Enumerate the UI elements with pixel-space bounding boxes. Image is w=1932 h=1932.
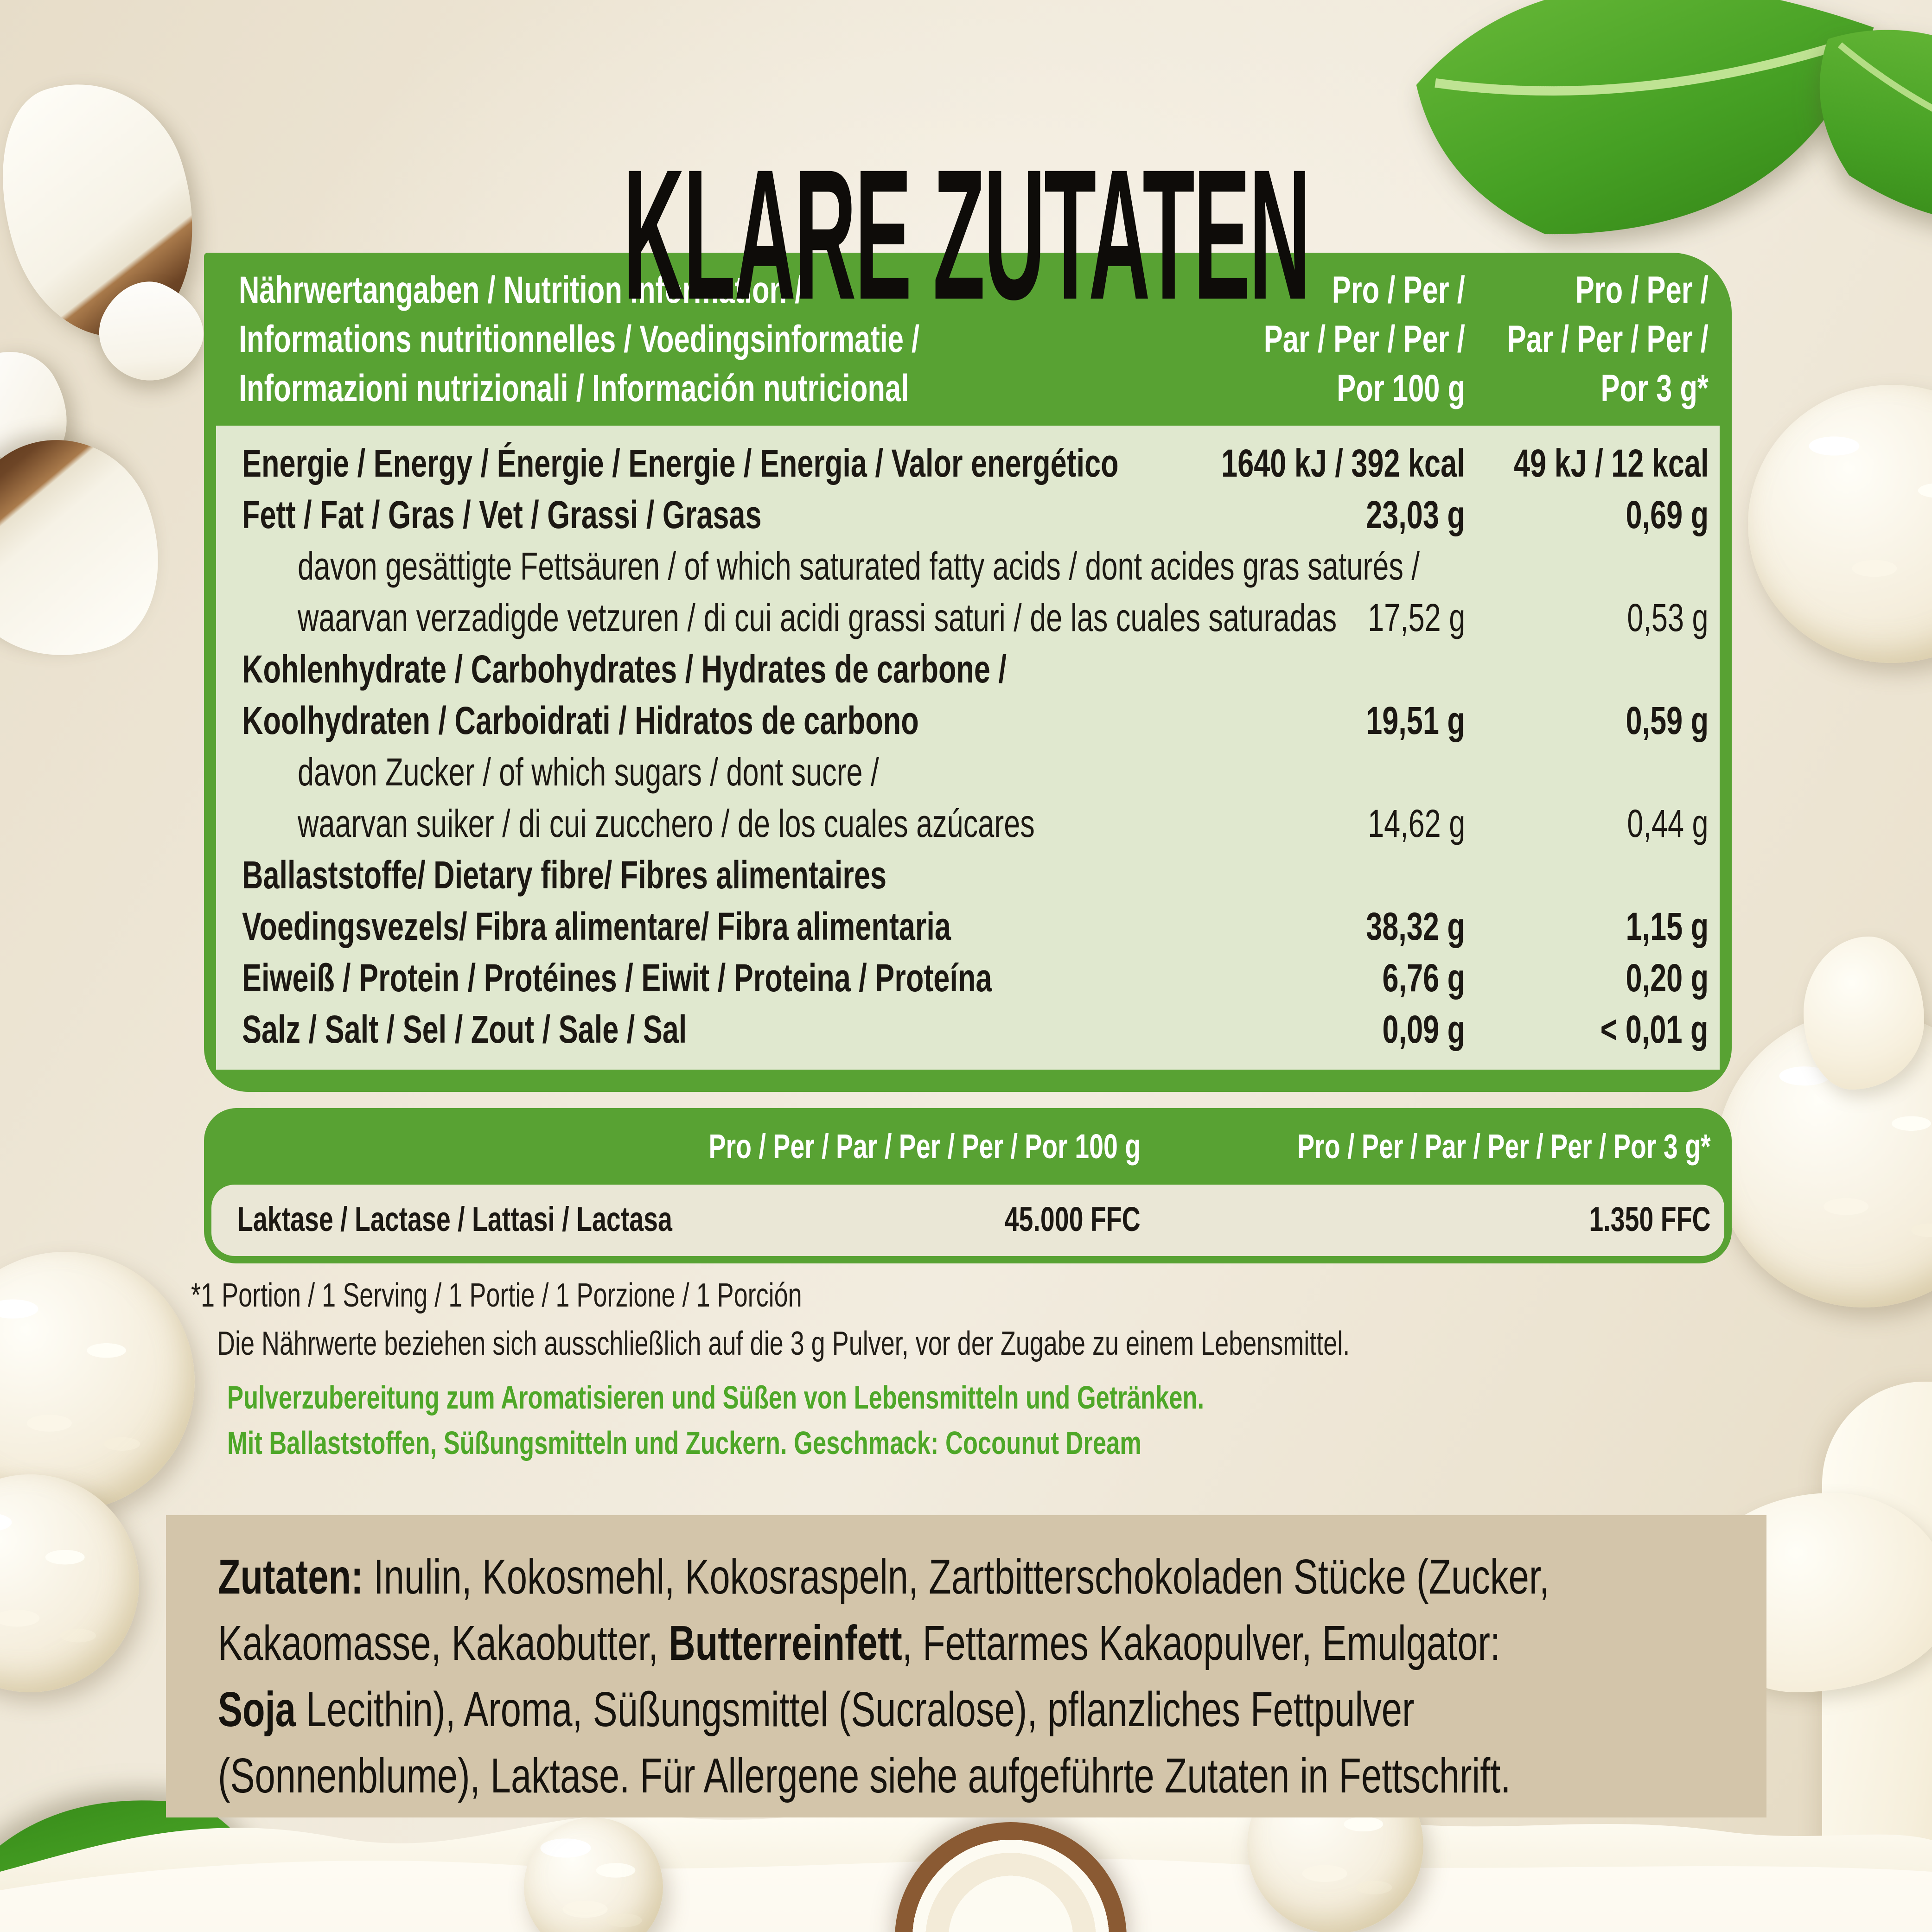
lactase-column-header-per-3g: Pro / Per / Par / Per / Per / Por 3 g*	[1297, 1127, 1711, 1166]
nutrition-header-bar: Nährwertangaben / Nutrition information …	[204, 253, 1732, 426]
value-per-3g: 49 kJ / 12 kcal	[1513, 441, 1709, 485]
nutrient-label: davon gesättigte Fettsäuren / of which s…	[298, 544, 1420, 639]
nutrient-label: Salz / Salt / Sel / Zout / Sale / Sal	[242, 1007, 687, 1051]
lactase-panel: Pro / Per / Par / Per / Per / Por 100 g …	[204, 1108, 1732, 1263]
value-per-100g: 17,52 g	[1367, 596, 1465, 639]
value-per-3g: 0,20 g	[1626, 956, 1709, 1000]
value-per-100g: 1640 kJ / 392 kcal	[1221, 441, 1465, 485]
nutrition-table-rows: Energie / Energy / Énergie / Energie / E…	[216, 426, 1720, 1070]
column-header-per-3g: Pro / Per / Par / Per / Per / Por 3 g*	[1507, 269, 1709, 409]
value-per-3g: 0,53 g	[1627, 596, 1709, 639]
ingredients-line: Kakaomasse, Kakaobutter, Butterreinfett,…	[218, 1616, 1501, 1671]
value-per-3g: < 0,01 g	[1600, 1007, 1709, 1051]
nutrition-table-panel: Energie / Energy / Énergie / Energie / E…	[204, 426, 1732, 1092]
coconut-flake-ball-decoration	[0, 1252, 195, 1511]
lactase-value-per-100g: 45.000 FFC	[1004, 1200, 1141, 1238]
nutrient-label: Energie / Energy / Énergie / Energie / E…	[242, 441, 1119, 485]
lactase-row: Laktase / Lactase / Lattasi / Lactasa 45…	[211, 1185, 1724, 1256]
nutrition-header-title: Nährwertangaben / Nutrition information …	[239, 269, 920, 409]
nutrition-row: davon Zucker / of which sugars / dont su…	[216, 746, 1720, 849]
coconut-flake-ball-decoration	[524, 1817, 663, 1932]
coconut-flake-ball-decoration	[0, 1474, 139, 1692]
nutrition-row: Fett / Fat / Gras / Vet / Grassi / Grasa…	[216, 489, 1720, 541]
page-title: KLARE ZUTATEN	[623, 131, 1310, 338]
value-per-3g: 0,59 g	[1626, 699, 1709, 742]
product-claim-line-1: Pulverzubereitung zum Aromatisieren und …	[227, 1379, 1205, 1416]
nutrition-row: Kohlenhydrate / Carbohydrates / Hydrates…	[216, 644, 1720, 746]
value-per-100g: 6,76 g	[1382, 956, 1465, 1000]
nutrient-label: Kohlenhydrate / Carbohydrates / Hydrates…	[242, 647, 1007, 742]
ingredients-line: Soja Lecithin), Aroma, Süßungsmittel (Su…	[218, 1682, 1415, 1737]
value-per-3g: 0,69 g	[1626, 493, 1709, 536]
lactase-column-header-per-100g: Pro / Per / Par / Per / Per / Por 100 g	[708, 1127, 1141, 1166]
serving-footnote: *1 Portion / 1 Serving / 1 Portie / 1 Po…	[191, 1277, 802, 1314]
lactase-label: Laktase / Lactase / Lattasi / Lactasa	[237, 1200, 672, 1238]
value-per-100g: 38,32 g	[1366, 905, 1465, 948]
nutrient-label: Fett / Fat / Gras / Vet / Grassi / Grasa…	[242, 493, 762, 536]
nutrient-label: davon Zucker / of which sugars / dont su…	[298, 750, 1035, 845]
value-per-100g: 14,62 g	[1367, 802, 1465, 845]
ingredients-line: Zutaten: Inulin, Kokosmehl, Kokosraspeln…	[218, 1549, 1550, 1604]
nutrient-label: Ballaststoffe/ Dietary fibre/ Fibres ali…	[242, 853, 951, 948]
ingredients-line: (Sonnenblume), Laktase. Für Allergene si…	[218, 1748, 1511, 1803]
value-per-100g: 23,03 g	[1366, 493, 1465, 536]
nutrition-row: davon gesättigte Fettsäuren / of which s…	[216, 541, 1720, 644]
ingredients-box: Zutaten: Inulin, Kokosmehl, Kokosraspeln…	[166, 1515, 1766, 1817]
value-per-100g: 0,09 g	[1382, 1007, 1465, 1051]
value-per-3g: 1,15 g	[1626, 905, 1709, 948]
product-claim-line-2: Mit Ballaststoffen, Süßungsmitteln und Z…	[227, 1425, 1141, 1461]
leaf-decoration	[1416, 0, 1874, 235]
nutrition-reference-footnote: Die Nährwerte beziehen sich ausschließli…	[217, 1325, 1350, 1362]
nutrition-row: Energie / Energy / Énergie / Energie / E…	[216, 438, 1720, 489]
leaf-decoration	[1819, 30, 1932, 223]
nutrient-label: Eiweiß / Protein / Protéines / Eiwit / P…	[242, 956, 992, 1000]
lactase-row-panel: Laktase / Lactase / Lattasi / Lactasa 45…	[211, 1185, 1724, 1256]
milk-drop-decoration	[1804, 937, 1924, 1090]
nutrition-row: Ballaststoffe/ Dietary fibre/ Fibres ali…	[216, 849, 1720, 952]
lactase-header-bar: Pro / Per / Par / Per / Per / Por 100 g …	[204, 1108, 1732, 1185]
nutrition-row: Salz / Salt / Sel / Zout / Sale / Sal 0,0…	[216, 1004, 1720, 1055]
nutrition-row: Eiweiß / Protein / Protéines / Eiwit / P…	[216, 952, 1720, 1004]
value-per-100g: 19,51 g	[1366, 699, 1465, 742]
value-per-3g: 0,44 g	[1627, 802, 1709, 845]
coconut-piece-decoration	[0, 413, 189, 686]
column-header-per-100g: Pro / Per / Par / Per / Per / Por 100 g	[1263, 269, 1465, 409]
lactase-value-per-3g: 1.350 FFC	[1589, 1200, 1711, 1238]
coconut-flake-ball-decoration	[1748, 385, 1932, 663]
